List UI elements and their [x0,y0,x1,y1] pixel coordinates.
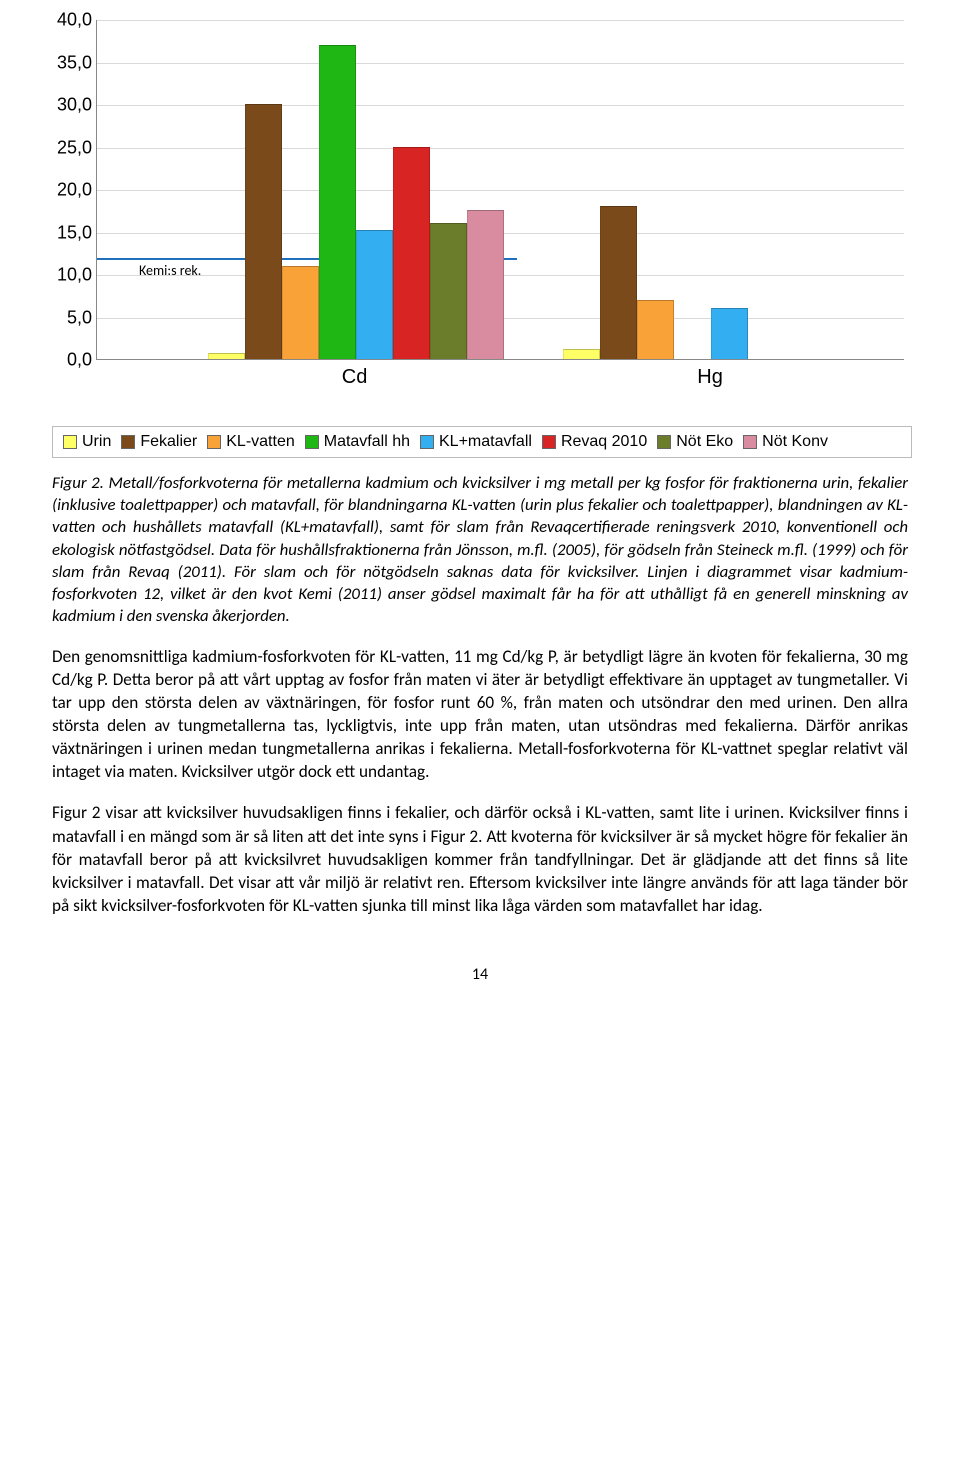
bar [711,308,748,359]
legend-swatch [207,435,221,449]
y-tick-label: 20,0 [57,180,92,201]
legend-swatch [657,435,671,449]
legend-label: Revaq 2010 [561,433,647,451]
legend-item: Revaq 2010 [542,433,647,451]
y-tick-label: 25,0 [57,137,92,158]
grid-line [97,20,904,21]
y-tick-label: 5,0 [67,307,92,328]
legend-item: Matavfall hh [305,433,410,451]
chart-legend: Urin Fekalier KL-vatten Matavfall hh KL+mata… [52,426,912,458]
x-category-label: Hg [680,366,740,389]
y-axis: 0,05,010,015,020,025,030,035,040,0 [52,20,96,360]
y-tick-label: 30,0 [57,95,92,116]
bar [356,230,393,359]
legend-label: Urin [82,433,111,451]
bar [637,300,674,360]
legend-swatch [542,435,556,449]
bar [245,104,282,359]
legend-label: KL-vatten [226,433,294,451]
bar [600,206,637,359]
figure-caption: Figur 2. Metall/fosforkvoterna för metal… [52,472,908,627]
grid-line [97,190,904,191]
grid-line [97,63,904,64]
bar [208,353,245,359]
y-tick-label: 35,0 [57,52,92,73]
legend-item: Fekalier [121,433,197,451]
bar [430,223,467,359]
plot-area: Kemi:s rek. [96,20,904,360]
y-tick-label: 10,0 [57,265,92,286]
legend-swatch [420,435,434,449]
bar [467,210,504,359]
x-axis-labels: Cd Hg [96,366,904,392]
y-tick-label: 15,0 [57,222,92,243]
legend-label: KL+matavfall [439,433,532,451]
body-paragraph-1: Den genomsnittliga kadmium-fosforkvoten … [52,645,908,783]
legend-item: KL-vatten [207,433,294,451]
bar [563,349,600,359]
bar [393,147,430,360]
legend-swatch [63,435,77,449]
y-tick-label: 40,0 [57,10,92,31]
caption-lead: Figur 2. [52,472,104,493]
reference-line-label: Kemi:s rek. [139,262,201,279]
bar [319,45,356,360]
legend-item: KL+matavfall [420,433,532,451]
legend-swatch [121,435,135,449]
bar [282,266,319,360]
y-tick-label: 0,0 [67,350,92,371]
grid-line [97,148,904,149]
caption-body: Metall/fosforkvoterna för metallerna kad… [52,472,908,626]
legend-label: Matavfall hh [324,433,410,451]
legend-swatch [305,435,319,449]
legend-item: Nöt Eko [657,433,733,451]
page-number: 14 [52,965,908,984]
x-category-label: Cd [325,366,385,389]
grid-line [97,105,904,106]
legend-item: Urin [63,433,111,451]
legend-item: Nöt Konv [743,433,828,451]
legend-label: Nöt Konv [762,433,828,451]
legend-label: Nöt Eko [676,433,733,451]
legend-swatch [743,435,757,449]
legend-label: Fekalier [140,433,197,451]
body-paragraph-2: Figur 2 visar att kvicksilver huvudsakli… [52,801,908,916]
chart-container: 0,05,010,015,020,025,030,035,040,0 Kemi:… [52,20,912,420]
